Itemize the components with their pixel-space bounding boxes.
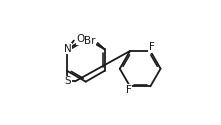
Text: S: S [64, 76, 71, 86]
Text: F: F [126, 85, 132, 95]
Text: N: N [64, 44, 71, 54]
Text: O: O [76, 34, 85, 44]
Text: Br: Br [84, 36, 95, 46]
Text: F: F [149, 42, 154, 52]
